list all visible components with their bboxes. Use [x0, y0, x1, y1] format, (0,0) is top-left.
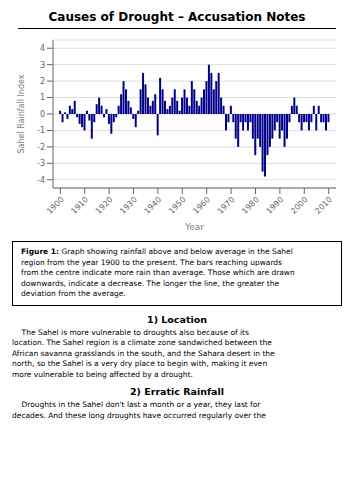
svg-text:Year: Year [184, 222, 204, 232]
svg-text:1980: 1980 [240, 195, 261, 216]
svg-text:1950: 1950 [167, 195, 188, 216]
svg-text:3: 3 [40, 61, 45, 70]
svg-text:1: 1 [40, 93, 45, 102]
html-text:Figure 1: Graph showing rainfa: Figure 1: Graph showing rainfall above a… [21, 247, 295, 298]
svg-text:2010: 2010 [313, 195, 334, 216]
html-text:The Sahel is more vulnerable t: The Sahel is more vulnerable to droughts… [12, 327, 275, 379]
svg-text:1910: 1910 [69, 195, 90, 216]
svg-text:Sahel Rainfall Index: Sahel Rainfall Index [17, 74, 26, 153]
svg-text:1900: 1900 [45, 195, 66, 216]
svg-text:1960: 1960 [191, 195, 212, 216]
html-text:1) Location: 1) Location [147, 313, 207, 325]
svg-text:1940: 1940 [143, 195, 164, 216]
svg-text:1930: 1930 [118, 195, 139, 216]
svg-text:-2: -2 [37, 143, 45, 152]
html-text:Causes of Drought – Accusation: Causes of Drought – Accusation Notes [48, 10, 306, 24]
svg-text:1990: 1990 [265, 195, 286, 216]
svg-text:-4: -4 [37, 176, 45, 185]
html-text:Droughts in the Sahel don't la: Droughts in the Sahel don't last a month… [12, 400, 266, 420]
svg-text:-1: -1 [37, 126, 45, 135]
svg-text:1970: 1970 [216, 195, 237, 216]
html-text:2) Erratic Rainfall: 2) Erratic Rainfall [130, 386, 224, 397]
svg-text:2: 2 [40, 77, 45, 86]
svg-text:0: 0 [40, 110, 45, 119]
svg-text:4: 4 [40, 44, 45, 53]
svg-text:1920: 1920 [94, 195, 115, 216]
svg-text:-3: -3 [37, 159, 45, 168]
svg-text:2000: 2000 [289, 195, 310, 216]
